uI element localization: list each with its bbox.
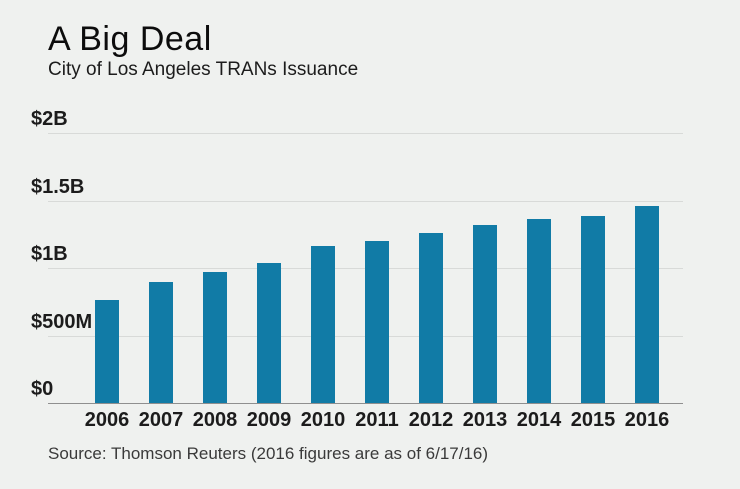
x-tick-label: 2013 <box>462 409 508 431</box>
bar-2009 <box>257 263 281 403</box>
x-tick-label: 2016 <box>624 409 670 431</box>
y-tick-label: $0 <box>31 378 54 400</box>
x-tick-label: 2006 <box>84 409 130 431</box>
chart-title: A Big Deal <box>48 20 212 58</box>
bar-2013 <box>473 224 497 403</box>
chart-subtitle: City of Los Angeles TRANs Issuance <box>48 59 359 80</box>
bar-2008 <box>203 272 227 403</box>
bar-2011 <box>365 241 389 403</box>
x-tick-label: 2011 <box>355 409 399 431</box>
x-tick-label: 2010 <box>300 409 346 431</box>
bar-2010 <box>311 246 335 403</box>
y-tick-label: $1B <box>31 243 68 265</box>
x-tick-label: 2008 <box>192 409 238 431</box>
bar-2006 <box>95 300 119 403</box>
bar-2012 <box>419 232 443 403</box>
bar-2014 <box>527 218 551 403</box>
bar-2015 <box>581 216 605 403</box>
bar-2007 <box>149 281 173 403</box>
bar-2016 <box>635 205 659 403</box>
x-tick-label: 2014 <box>516 409 562 431</box>
y-gridline <box>48 133 683 134</box>
y-tick-label: $1.5B <box>31 175 85 198</box>
x-tick-label: 2007 <box>138 409 184 431</box>
y-tick-label: $500M <box>31 310 93 333</box>
x-tick-label: 2012 <box>408 409 454 431</box>
source-note: Source: Thomson Reuters (2016 figures ar… <box>48 444 489 463</box>
x-tick-label: 2009 <box>246 409 292 431</box>
y-gridline <box>48 200 683 202</box>
plot-area: $0 $500M $1B $1.5B $2B 2006 2007 2008 2009 2010 20… <box>31 109 683 430</box>
y-tick-label: $2B <box>31 108 68 130</box>
x-tick-label: 2015 <box>570 409 616 431</box>
